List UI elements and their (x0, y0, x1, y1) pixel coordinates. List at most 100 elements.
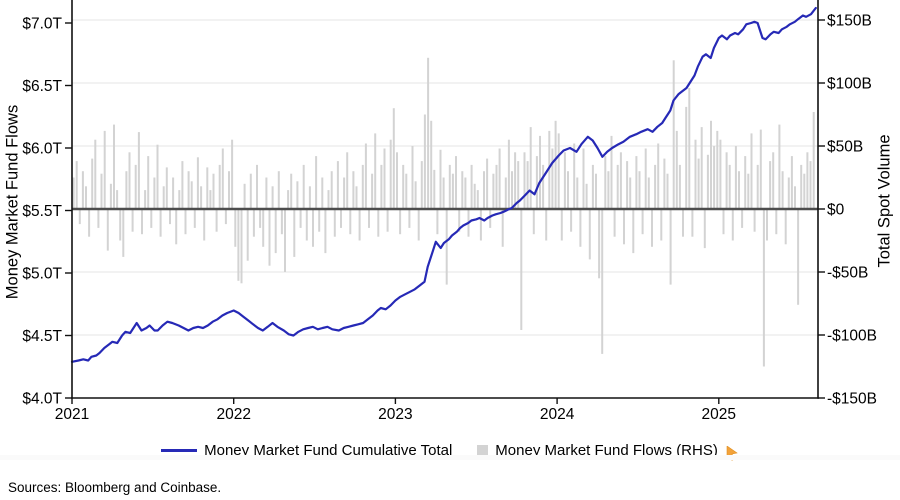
flow-bar (122, 209, 125, 257)
flow-bar (604, 156, 607, 209)
flow-bar (762, 209, 765, 367)
flow-bar (240, 209, 243, 284)
flow-bar (747, 173, 750, 209)
flow-bar (532, 209, 535, 235)
flow-bar (162, 186, 165, 209)
left-axis-tick-label: $7.0T (22, 16, 62, 33)
flow-bar (750, 133, 753, 209)
flow-bar (576, 177, 579, 209)
flow-bar (284, 209, 286, 272)
flow-bar (420, 161, 423, 209)
flow-bar (784, 209, 787, 245)
left-axis-tick-label: $5.5T (22, 203, 62, 220)
flow-bar (489, 209, 492, 228)
flow-bar (744, 156, 747, 209)
flow-bar (741, 209, 744, 228)
flow-bar (224, 209, 227, 225)
flow-bar (131, 209, 134, 232)
flow-bar (97, 209, 100, 228)
flow-bar (380, 164, 383, 209)
flow-bar (601, 209, 604, 354)
right-axis-tick-label: $100B (827, 76, 872, 93)
flow-bar (75, 161, 78, 209)
flow-bar (218, 164, 221, 209)
flow-bar (290, 173, 293, 209)
flow-bar (806, 152, 809, 209)
flow-bar (591, 164, 594, 209)
flow-bar (81, 171, 84, 209)
chart-plot-area: $7.0T $6.5T $6.0T $5.5T $5.0T $4.5T $4.0T $150B… (22, 0, 877, 423)
flow-bar (495, 164, 498, 209)
legend-line-swatch (161, 449, 198, 452)
flow-bar (333, 209, 336, 237)
flow-bar (706, 154, 709, 209)
flow-bar (262, 209, 265, 247)
flow-bar (336, 161, 339, 209)
flow-bar (209, 190, 212, 209)
flow-bar (619, 152, 622, 209)
flow-bar (144, 190, 147, 209)
flow-bar (293, 209, 296, 257)
flow-bar (812, 112, 815, 209)
flow-bar (318, 209, 321, 232)
flow-bar (697, 158, 700, 209)
flow-bar (396, 152, 398, 209)
flow-bar (734, 146, 737, 209)
flow-bar (271, 186, 274, 209)
flow-bar (274, 209, 277, 254)
flow-bar (672, 60, 675, 209)
flow-bar (781, 171, 784, 209)
flow-bar (725, 152, 728, 209)
flow-bar (809, 161, 812, 209)
flow-bar (713, 146, 716, 209)
flow-bar (787, 177, 790, 209)
flow-bar (125, 171, 128, 209)
flow-bar (196, 157, 199, 209)
flow-bar (181, 161, 184, 209)
flow-bar (371, 173, 374, 209)
flow-bar (113, 124, 115, 209)
flow-bar (91, 158, 94, 209)
flow-bar (355, 186, 358, 209)
flow-bar (666, 173, 669, 209)
flow-bar (299, 209, 302, 228)
flow-bar (498, 148, 501, 209)
flow-bar (228, 171, 230, 209)
flow-bar (470, 164, 473, 209)
flow-bar (246, 209, 249, 261)
flow-bar (641, 209, 644, 235)
flow-bar (439, 149, 442, 209)
flow-bar (570, 209, 573, 232)
flow-bar (548, 130, 551, 209)
flow-bar (308, 186, 311, 209)
flow-bar (579, 209, 582, 247)
flow-bar (386, 209, 389, 232)
flow-bar (629, 177, 632, 209)
flow-bar (654, 164, 657, 209)
flow-bar (237, 209, 240, 281)
flow-bar (128, 152, 131, 209)
flow-bar (526, 161, 529, 209)
flow-bar (417, 209, 420, 241)
x-axis-year-label: 2022 (216, 406, 250, 423)
flow-bar (517, 161, 520, 209)
flow-bar (312, 209, 314, 247)
flow-bar (256, 164, 258, 209)
flow-bar (321, 177, 324, 209)
flow-bar (165, 167, 168, 209)
flow-bar (343, 177, 346, 209)
flow-bar (156, 144, 159, 209)
flow-bar (595, 173, 597, 209)
flow-bar (504, 177, 507, 209)
flow-bar (141, 209, 143, 235)
flow-bar (402, 164, 405, 209)
flow-bar (464, 177, 467, 209)
flow-bar (175, 209, 178, 245)
cumulative-total-line (70, 6, 817, 363)
flow-bar (231, 139, 234, 209)
flow-bar (700, 127, 703, 209)
flow-bar (803, 173, 806, 209)
flow-bar (775, 209, 778, 235)
flow-bar (100, 173, 103, 209)
flow-bar (501, 209, 504, 247)
